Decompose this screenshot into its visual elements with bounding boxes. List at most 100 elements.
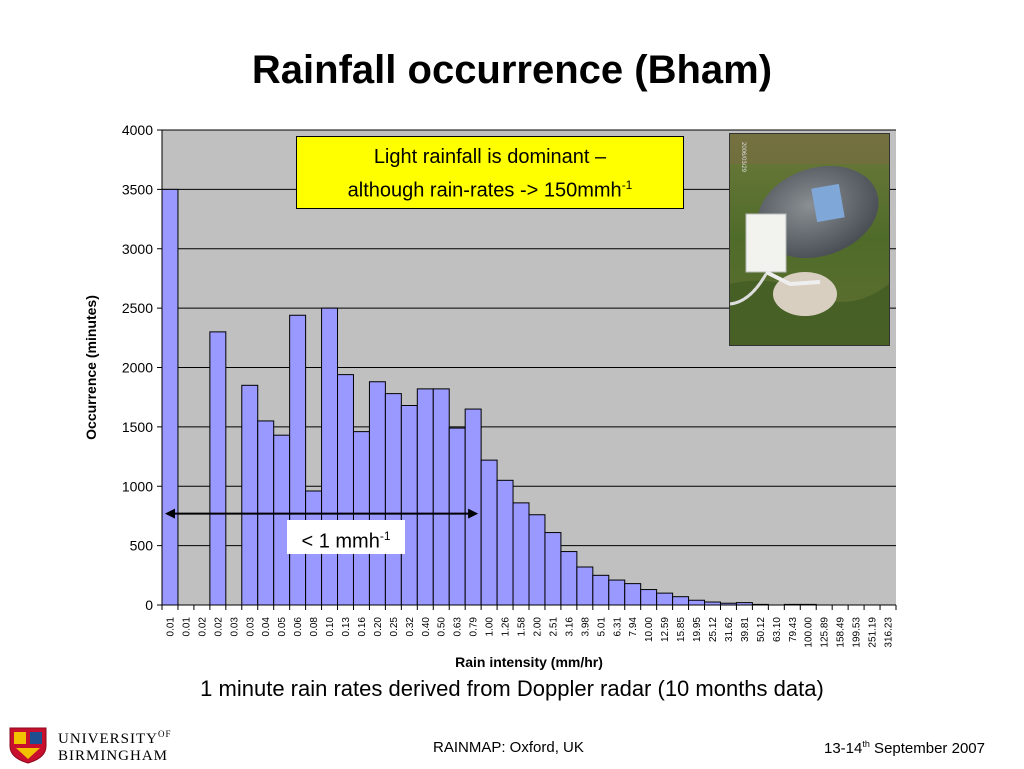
x-tick-label: 0.63 (453, 617, 464, 637)
x-tick-label: 316.23 (884, 617, 895, 648)
bar (337, 374, 354, 606)
bar (480, 459, 498, 606)
x-tick-label: 0.01 (181, 617, 192, 637)
bar (384, 393, 402, 606)
x-tick-label: 12.59 (660, 617, 671, 642)
x-tick-label: 0.02 (197, 617, 208, 637)
x-tick-label: 0.02 (213, 617, 224, 637)
bar (560, 551, 578, 606)
x-tick-label: 79.43 (788, 617, 799, 642)
range-label: < 1 mmh-1 (287, 520, 405, 554)
bar (241, 384, 259, 606)
bar (528, 514, 546, 606)
x-tick-label: 0.50 (437, 617, 448, 637)
x-tick-label: 125.89 (820, 617, 831, 648)
y-tick-label: 3000 (122, 241, 153, 257)
chart-caption: 1 minute rain rates derived from Doppler… (200, 676, 824, 701)
x-tick-label: 3.98 (580, 617, 591, 637)
bar (512, 502, 530, 606)
x-tick-label: 1.26 (501, 617, 512, 637)
x-tick-label: 39.81 (740, 617, 751, 642)
annotation-line1: Light rainfall is dominant – (373, 146, 607, 168)
y-tick-label: 1000 (122, 478, 153, 494)
footer-date: 13-14th September 2007 (824, 739, 985, 757)
x-tick-label: 19.95 (692, 617, 703, 642)
bar (464, 408, 482, 606)
university-crest-icon (9, 727, 47, 764)
bar (608, 579, 626, 606)
bar (289, 314, 307, 606)
bar (544, 532, 562, 606)
x-tick-label: 0.08 (309, 617, 320, 637)
annotation-line2-text: although rain-rates -> 150mmh (347, 179, 622, 202)
x-tick-label: 0.13 (341, 617, 352, 637)
y-axis-title: Occurrence (minutes) (83, 295, 99, 440)
x-tick-label: 0.03 (229, 617, 240, 637)
bar (368, 381, 386, 606)
x-tick-label: 0.32 (405, 617, 416, 637)
logo-of: OF (158, 729, 172, 739)
bar (432, 388, 450, 606)
slide-title: Rainfall occurrence (Bham) (251, 48, 773, 92)
bar (352, 431, 370, 606)
footer-venue: RAINMAP: Oxford, UK (433, 739, 584, 756)
x-tick-label: 158.49 (836, 617, 847, 648)
y-tick-label: 2500 (122, 300, 153, 316)
annotation-line2-sup: -1 (621, 178, 633, 192)
bar (496, 479, 514, 606)
footer-date-month: September 2007 (869, 740, 985, 757)
bar (448, 427, 466, 606)
range-arrow-left-head (165, 508, 175, 519)
x-tick-label: 31.62 (724, 617, 735, 642)
footer-date-sup: th (862, 739, 870, 749)
bar (688, 599, 706, 606)
x-tick-label: 0.20 (373, 617, 384, 637)
x-tick-label: 0.16 (357, 617, 368, 637)
y-tick-label: 500 (130, 538, 154, 554)
x-tick-label: 0.79 (469, 617, 480, 637)
bar (576, 566, 594, 606)
x-tick-label: 251.19 (868, 617, 879, 648)
bar (416, 388, 434, 606)
x-tick-label: 1.58 (517, 617, 528, 637)
logo-line1: UNIVERSITY (58, 731, 158, 747)
x-tick-label: 0.05 (277, 617, 288, 637)
bar (161, 188, 179, 606)
x-tick-label: 63.10 (772, 617, 783, 642)
y-tick-label: 2000 (122, 360, 153, 376)
bar (672, 596, 690, 606)
x-tick-label: 0.40 (421, 617, 432, 637)
range-label-sup: -1 (379, 529, 391, 543)
bar (209, 331, 227, 606)
x-tick-label: 7.94 (628, 617, 639, 637)
footer-date-day: 13-14 (824, 740, 863, 757)
x-tick-label: 0.01 (165, 617, 176, 637)
university-wordmark: UNIVERSITYOF BIRMINGHAM (58, 726, 172, 765)
bar (592, 574, 610, 606)
range-arrow-right-head (468, 508, 479, 519)
bar (400, 405, 418, 606)
x-tick-label: 6.31 (612, 617, 623, 637)
x-tick-label: 25.12 (708, 617, 719, 642)
photo-stamp: 2006/03/29 (740, 142, 746, 173)
x-tick-label: 5.01 (596, 617, 607, 637)
x-tick-label: 0.25 (389, 617, 400, 637)
bar (624, 583, 642, 606)
range-label-text: < 1 mmh (301, 530, 380, 553)
logo-line2: BIRMINGHAM (58, 748, 169, 764)
x-tick-label: 3.16 (564, 617, 575, 637)
x-tick-label: 50.12 (756, 617, 767, 642)
y-tick-label: 1500 (122, 419, 153, 435)
x-tick-label: 0.04 (261, 617, 272, 637)
x-tick-label: 10.00 (644, 617, 655, 642)
bar (656, 592, 674, 606)
x-tick-label: 199.53 (852, 617, 863, 648)
x-tick-label: 2.00 (532, 617, 543, 637)
x-tick-label: 2.51 (548, 617, 559, 637)
x-tick-label: 1.00 (485, 617, 496, 637)
y-tick-label: 3500 (122, 181, 153, 197)
radar-photo: 2006/03/29 (729, 133, 890, 346)
y-tick-label: 4000 (122, 122, 153, 138)
x-tick-label: 0.10 (325, 617, 336, 637)
x-tick-label: 15.85 (676, 617, 687, 642)
